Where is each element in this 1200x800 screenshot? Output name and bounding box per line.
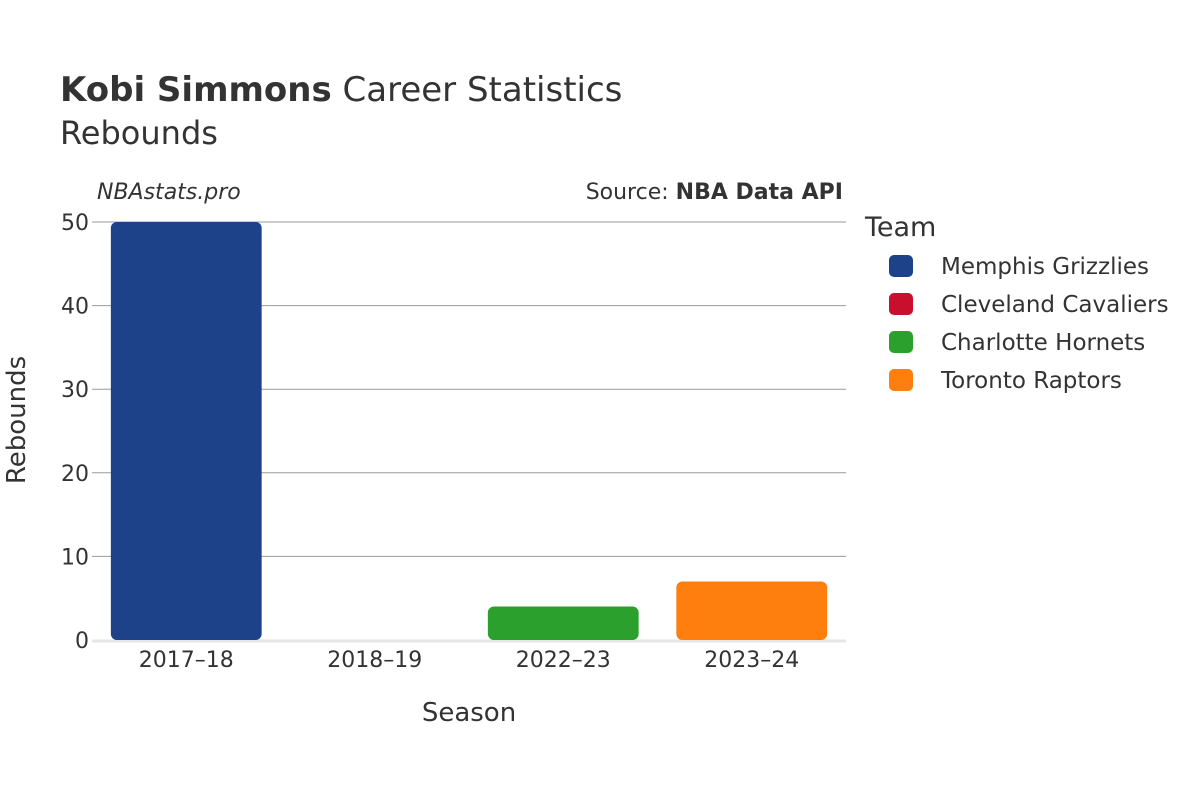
x-tick-label: 2017–18 [139, 648, 234, 673]
y-axis-ticks: 0 10 20 30 40 50 [61, 211, 89, 654]
legend-swatch [889, 331, 913, 353]
x-tick-label: 2022–23 [516, 648, 611, 673]
legend-items: Memphis Grizzlies Cleveland Cavaliers Char… [889, 254, 1169, 394]
legend-swatch [889, 369, 913, 391]
legend-label: Cleveland Cavaliers [941, 292, 1169, 318]
source-prefix: Source: [586, 180, 676, 205]
chart-title: Kobi Simmons Career Statistics [60, 70, 622, 110]
y-tick-label: 40 [61, 295, 89, 320]
chart-title-player: Kobi Simmons [60, 70, 332, 110]
chart-title-rest: Career Statistics [332, 70, 623, 110]
legend-swatch [889, 255, 913, 277]
legend: Team Memphis Grizzlies Cleveland Cavalier… [864, 212, 1169, 394]
x-tick-label: 2023–24 [704, 648, 799, 673]
y-tick-label: 0 [75, 629, 89, 654]
bar-2017–18 [110, 222, 262, 640]
legend-title: Team [864, 212, 936, 243]
bars [110, 222, 828, 640]
legend-swatch [889, 293, 913, 315]
y-axis-title: Rebounds [2, 356, 32, 484]
x-axis-ticks: 2017–18 2018–19 2022–23 2023–24 [139, 648, 799, 673]
watermark: NBAstats.pro [97, 180, 241, 205]
legend-label: Memphis Grizzlies [941, 254, 1149, 280]
x-axis-title: Season [422, 698, 516, 728]
source-name: NBA Data API [676, 180, 843, 205]
source-note: Source: NBA Data API [586, 180, 843, 205]
y-tick-label: 20 [61, 462, 89, 487]
y-tick-label: 10 [61, 545, 89, 570]
bar-2023–24 [676, 581, 828, 640]
legend-label: Charlotte Hornets [941, 330, 1145, 356]
chart-subtitle: Rebounds [60, 114, 218, 152]
legend-label: Toronto Raptors [940, 368, 1122, 394]
x-tick-label: 2018–19 [327, 648, 422, 673]
y-tick-label: 30 [61, 378, 89, 403]
bar-2022–23 [487, 606, 639, 640]
y-tick-label: 50 [61, 211, 89, 236]
